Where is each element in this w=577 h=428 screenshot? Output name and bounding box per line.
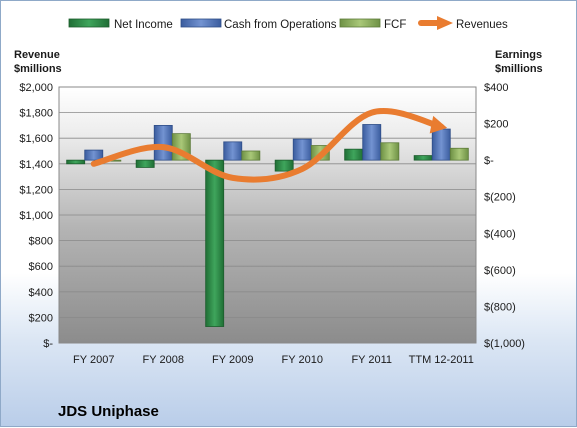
left-axis-title-line2: $millions bbox=[14, 63, 62, 75]
bar-fcf bbox=[450, 148, 468, 160]
company-name: JDS Uniphase bbox=[58, 403, 159, 420]
left-tick-label: $1,000 bbox=[19, 210, 53, 222]
right-tick-label: $(800) bbox=[484, 301, 516, 313]
bar-cash-from-operations bbox=[154, 125, 172, 160]
legend-label-cash-from-operations: Cash from Operations bbox=[224, 19, 337, 31]
right-tick-label: $(200) bbox=[484, 192, 516, 204]
x-tick-label: FY 2011 bbox=[351, 354, 392, 366]
legend-item-net-income: Net Income bbox=[69, 19, 173, 31]
legend: Net Income Cash from Operations FCF Reve… bbox=[69, 16, 508, 31]
left-tick-label: $1,400 bbox=[19, 159, 53, 171]
left-tick-label: $1,200 bbox=[19, 184, 53, 196]
right-axis-title-line2: $millions bbox=[495, 63, 543, 75]
legend-item-revenues: Revenues bbox=[421, 16, 508, 31]
bar-net-income bbox=[206, 160, 224, 326]
bar-net-income bbox=[136, 160, 154, 167]
left-tick-label: $1,600 bbox=[19, 133, 53, 145]
right-tick-label: $- bbox=[484, 155, 494, 167]
left-tick-label: $- bbox=[43, 338, 53, 350]
left-tick-label: $800 bbox=[29, 236, 53, 248]
legend-swatch-cash-from-operations bbox=[181, 19, 221, 27]
left-tick-label: $2,000 bbox=[19, 82, 53, 94]
right-tick-label: $400 bbox=[484, 82, 508, 94]
legend-swatch-fcf bbox=[340, 19, 380, 27]
right-axis-ticks: $(1,000) $(800) $(600) $(400) $(200) $- $200 $4… bbox=[484, 82, 525, 350]
bar-cash-from-operations bbox=[293, 139, 311, 160]
left-tick-label: $200 bbox=[29, 312, 53, 324]
legend-label-fcf: FCF bbox=[384, 19, 406, 31]
x-axis-ticks: FY 2007 FY 2008 FY 2009 FY 2010 FY 2011 TTM 1… bbox=[73, 354, 474, 366]
x-tick-label: FY 2009 bbox=[212, 354, 253, 366]
legend-item-fcf: FCF bbox=[340, 19, 406, 31]
bar-net-income bbox=[275, 160, 293, 171]
right-axis-title-line1: Earnings bbox=[495, 49, 542, 61]
legend-label-net-income: Net Income bbox=[114, 19, 173, 31]
bar-cash-from-operations bbox=[363, 124, 381, 160]
right-tick-label: $(400) bbox=[484, 228, 516, 240]
x-tick-label: TTM 12-2011 bbox=[409, 354, 474, 366]
legend-swatch-net-income bbox=[69, 19, 109, 27]
bar-cash-from-operations bbox=[224, 142, 242, 160]
x-tick-label: FY 2008 bbox=[143, 354, 184, 366]
bar-net-income bbox=[345, 149, 363, 160]
left-tick-label: $1,800 bbox=[19, 108, 53, 120]
left-axis-ticks: $- $200 $400 $600 $800 $1,000 $1,200 $1,400 $1,6… bbox=[19, 82, 53, 350]
right-tick-label: $(600) bbox=[484, 265, 516, 277]
legend-arrowhead-revenues bbox=[437, 16, 453, 30]
right-tick-label: $200 bbox=[484, 119, 508, 131]
bar-fcf bbox=[242, 151, 260, 160]
bar-cash-from-operations bbox=[432, 129, 450, 160]
bar-cash-from-operations bbox=[85, 150, 103, 160]
left-tick-label: $600 bbox=[29, 261, 53, 273]
right-tick-label: $(1,000) bbox=[484, 338, 525, 350]
legend-item-cash-from-operations: Cash from Operations bbox=[181, 19, 337, 31]
left-tick-label: $400 bbox=[29, 287, 53, 299]
bar-net-income bbox=[67, 160, 85, 164]
legend-label-revenues: Revenues bbox=[456, 19, 508, 31]
bar-net-income bbox=[414, 156, 432, 161]
x-tick-label: FY 2007 bbox=[73, 354, 114, 366]
left-axis-title-line1: Revenue bbox=[14, 49, 60, 61]
x-tick-label: FY 2010 bbox=[282, 354, 323, 366]
bar-fcf bbox=[381, 143, 399, 160]
